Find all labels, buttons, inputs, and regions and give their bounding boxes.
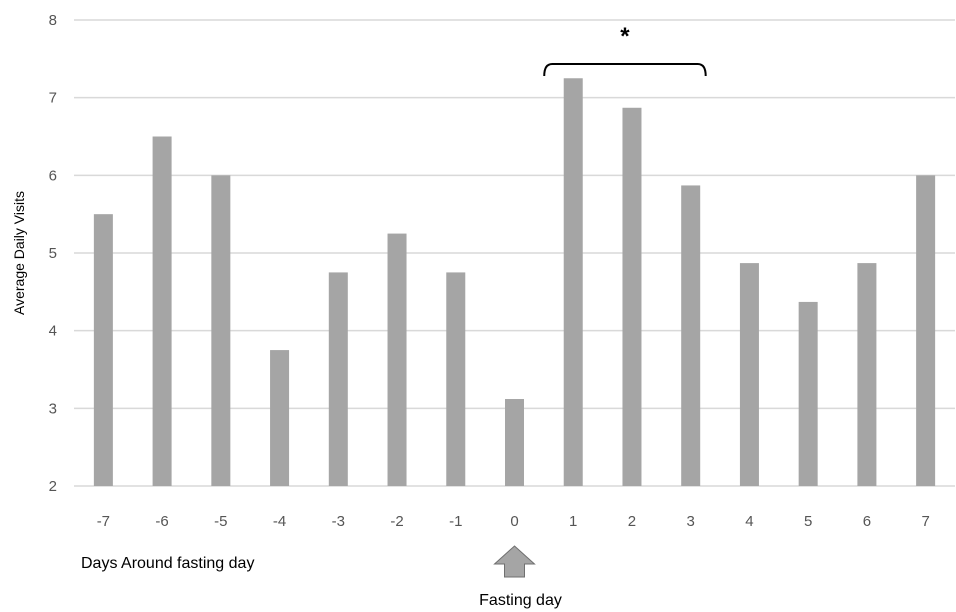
y-tick-label: 5 xyxy=(49,245,57,262)
y-axis-title: Average Daily Visits xyxy=(11,191,27,315)
bar-day-1 xyxy=(564,78,583,486)
x-tick-label: -6 xyxy=(155,513,168,530)
x-tick-label: -2 xyxy=(390,513,403,530)
y-tick-label: 8 xyxy=(49,12,57,29)
bar-day--3 xyxy=(329,272,348,486)
bar-day--6 xyxy=(153,137,172,487)
significance-bracket xyxy=(544,64,705,76)
bar-day-4 xyxy=(740,263,759,486)
x-tick-label: -1 xyxy=(449,513,462,530)
bar-day--2 xyxy=(388,234,407,486)
bar-day-7 xyxy=(916,175,935,486)
x-tick-label: -4 xyxy=(273,513,286,530)
bar-day--7 xyxy=(94,214,113,486)
y-tick-label: 2 xyxy=(49,478,57,495)
bar-day--5 xyxy=(211,175,230,486)
x-tick-label: 2 xyxy=(628,513,636,530)
x-tick-label: 6 xyxy=(863,513,871,530)
x-tick-label: 1 xyxy=(569,513,577,530)
x-tick-label: -7 xyxy=(97,513,110,530)
bar-day--1 xyxy=(446,272,465,486)
x-tick-label: -5 xyxy=(214,513,227,530)
y-tick-labels: 2 3 4 5 6 7 8 xyxy=(49,12,57,495)
bar-day-3 xyxy=(681,185,700,486)
bar-day-6 xyxy=(857,263,876,486)
fasting-day-label: Fasting day xyxy=(479,592,562,609)
bar-day-2 xyxy=(622,108,641,486)
x-tick-label: 7 xyxy=(921,513,929,530)
x-tick-labels: -7 -6 -5 -4 -3 -2 -1 0 1 2 3 4 5 6 7 xyxy=(97,513,930,530)
y-tick-label: 6 xyxy=(49,167,57,184)
y-tick-label: 3 xyxy=(49,400,57,417)
y-tick-label: 4 xyxy=(49,323,57,340)
x-tick-label: -3 xyxy=(332,513,345,530)
fasting-day-arrow-icon xyxy=(495,546,535,577)
x-tick-label: 4 xyxy=(745,513,753,530)
x-tick-label: 3 xyxy=(687,513,695,530)
x-tick-label: 0 xyxy=(510,513,518,530)
x-axis-title: Days Around fasting day xyxy=(81,555,254,572)
bar-day--4 xyxy=(270,350,289,486)
bar-day-5 xyxy=(799,302,818,486)
bar-day-0 xyxy=(505,399,524,486)
x-tick-label: 5 xyxy=(804,513,812,530)
bars xyxy=(94,78,935,486)
significance-star: * xyxy=(620,23,630,50)
y-tick-label: 7 xyxy=(49,90,57,107)
